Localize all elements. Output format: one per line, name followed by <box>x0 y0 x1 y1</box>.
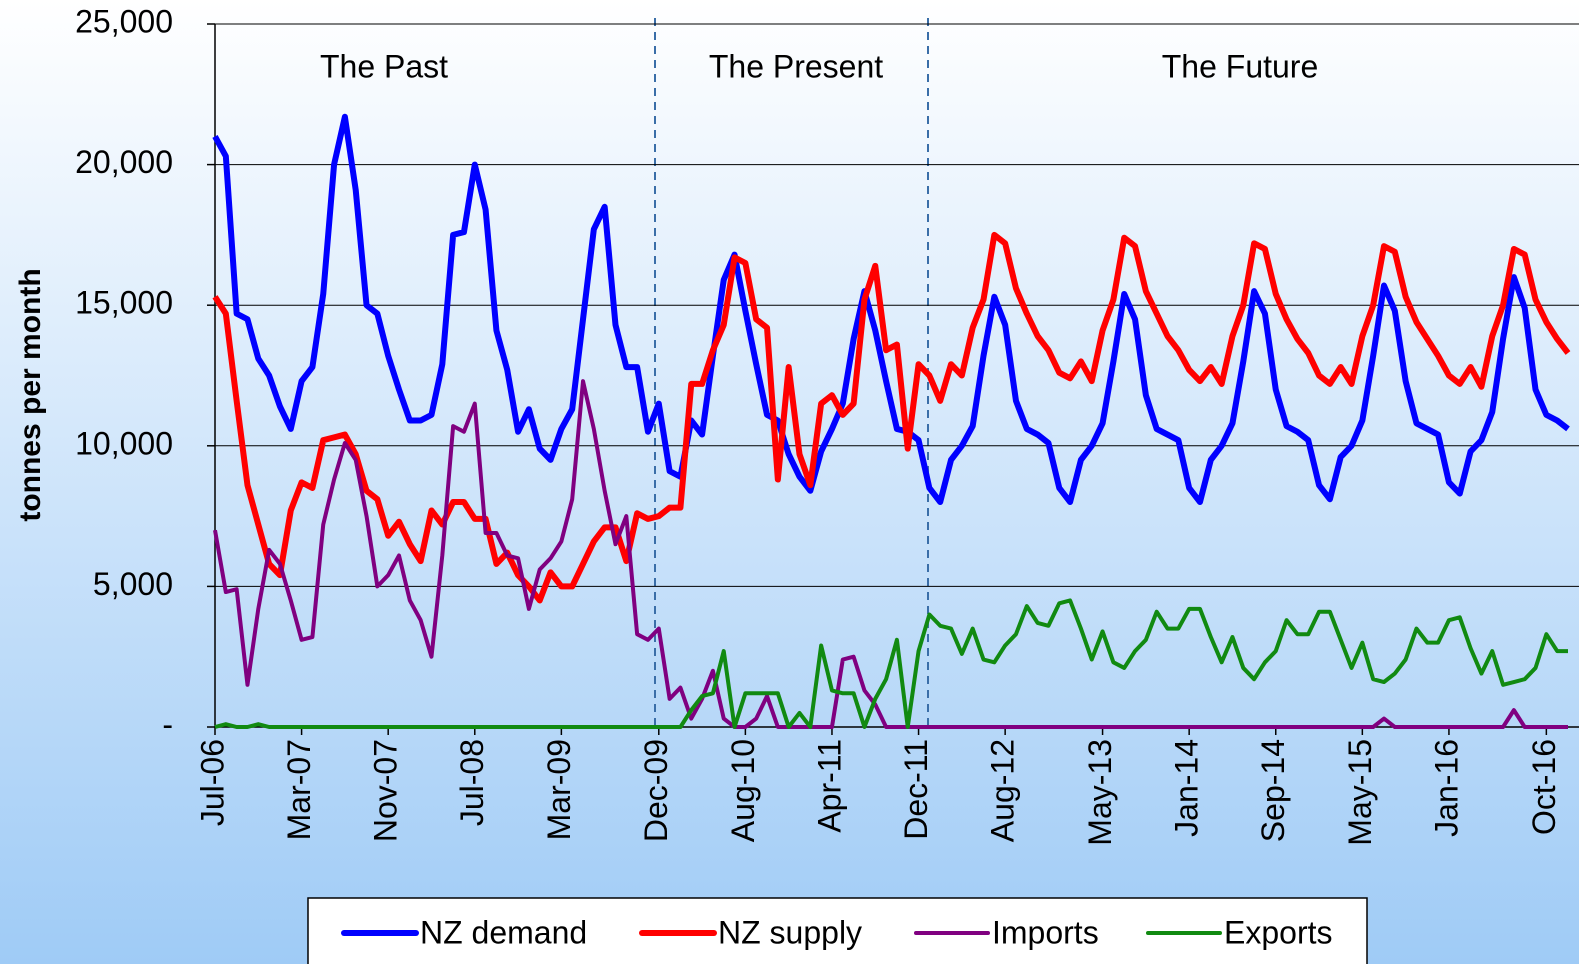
x-tick-label: Jan-16 <box>1428 739 1464 837</box>
x-tick-label: Jan-14 <box>1169 739 1205 837</box>
y-tick-label: 25,000 <box>75 3 173 39</box>
legend-label: Imports <box>992 914 1099 950</box>
annotation: The Future <box>1162 48 1319 84</box>
series-line <box>212 231 1571 604</box>
legend-label: NZ supply <box>718 914 862 950</box>
legend-label: Exports <box>1224 914 1332 950</box>
x-tick-label: Dec-11 <box>898 739 934 840</box>
legend-label: NZ demand <box>420 914 587 950</box>
x-tick-label: Mar-09 <box>541 739 577 840</box>
annotation: The Past <box>320 48 448 84</box>
series-line <box>213 379 1568 729</box>
series-line <box>214 598 1568 729</box>
x-tick-label: Aug-10 <box>725 739 761 842</box>
x-tick-label: Nov-07 <box>368 739 404 842</box>
y-tick-label: 20,000 <box>75 144 173 180</box>
annotation: The Present <box>709 48 883 84</box>
x-tick-label: Sep-14 <box>1255 739 1291 842</box>
y-tick-label: 10,000 <box>75 425 173 461</box>
x-tick-label: May-15 <box>1342 739 1378 846</box>
x-tick-label: Jul-08 <box>454 739 490 826</box>
x-tick-label: Dec-09 <box>638 739 674 842</box>
x-tick-label: Jul-06 <box>194 739 230 826</box>
y-tick-label: 5,000 <box>93 566 173 602</box>
y-tick-label: - <box>162 706 173 742</box>
y-tick-label: 15,000 <box>75 285 173 321</box>
x-tick-label: May-13 <box>1082 739 1118 846</box>
y-axis-label: tonnes per month <box>14 268 47 521</box>
x-tick-label: Apr-11 <box>811 739 847 833</box>
x-tick-label: Oct-16 <box>1526 739 1562 835</box>
x-tick-label: Aug-12 <box>985 739 1021 842</box>
x-tick-label: Mar-07 <box>281 739 317 840</box>
series-line <box>212 113 1570 506</box>
